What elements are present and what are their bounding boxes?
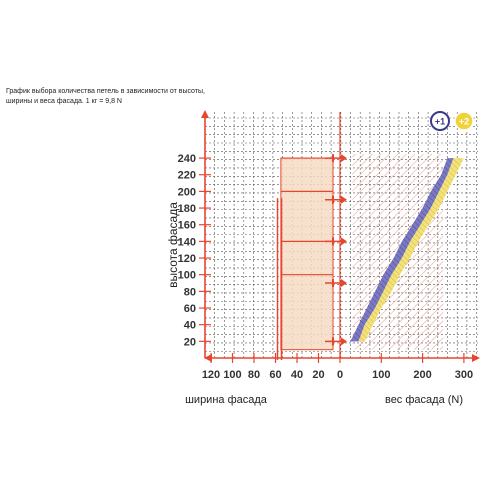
x-left-tick-label: 20 (312, 369, 324, 381)
x-left-axis-label: ширина фасада (185, 394, 268, 406)
y-tick-label: 200 (178, 186, 196, 198)
y-tick-label: 220 (178, 170, 196, 182)
y-axis-label: высота фасада (166, 202, 180, 288)
legend-label-plus1: +1 (435, 117, 445, 127)
x-axis-arrow-left (204, 354, 212, 362)
band-plus1-hatch (350, 158, 454, 342)
y-tick-label: 120 (178, 253, 196, 265)
x-left-tick-label: 60 (269, 369, 281, 381)
x-right-axis-label: вес фасада (N) (385, 394, 463, 406)
y-tick-label: 40 (184, 320, 196, 332)
hinge-arrow-head (341, 195, 347, 204)
width-panel (276, 154, 347, 360)
x-left-tick-label: 80 (248, 369, 260, 381)
x-left-tick-label: 40 (291, 369, 303, 381)
x-right-tick-label: 300 (455, 369, 473, 381)
x-axis-arrow-right (472, 354, 480, 362)
weight-bands (350, 153, 464, 350)
chart-caption: График выбора количества петель в зависи… (6, 88, 205, 105)
x-left-tick-label: 120 (202, 369, 220, 381)
hinge-arrow-head (341, 337, 347, 346)
legend: +1 +2 (430, 111, 474, 131)
legend-badge-plus1 (430, 111, 450, 131)
y-tick-label: 20 (184, 336, 196, 348)
x-right-tick-label: 100 (372, 369, 390, 381)
hinge-arrow-head (341, 154, 347, 163)
y-tick-label: 100 (178, 270, 196, 282)
legend-label-plus2: +2 (459, 117, 469, 127)
width-panel-fill (280, 157, 334, 351)
y-tick-label: 140 (178, 236, 196, 248)
x-left-tick-label: 0 (337, 369, 343, 381)
y-tick-label: 60 (184, 303, 196, 315)
axes (201, 110, 480, 362)
y-tick-label: 180 (178, 203, 196, 215)
y-tick-label: 240 (178, 153, 196, 165)
x-left-tick-label: 100 (223, 369, 241, 381)
x-right-tick-label: 200 (413, 369, 431, 381)
legend-item-plus1: +1 (430, 111, 450, 131)
hinge-arrow-head (341, 237, 347, 246)
band-plus2-hatch (358, 158, 464, 342)
legend-item-plus2: +2 (454, 111, 474, 131)
y-axis-arrow (201, 110, 209, 118)
hinge-arrow-head (341, 279, 347, 288)
legend-badge-plus2 (454, 111, 474, 131)
y-tick-label: 80 (184, 286, 196, 298)
y-tick-label: 160 (178, 220, 196, 232)
